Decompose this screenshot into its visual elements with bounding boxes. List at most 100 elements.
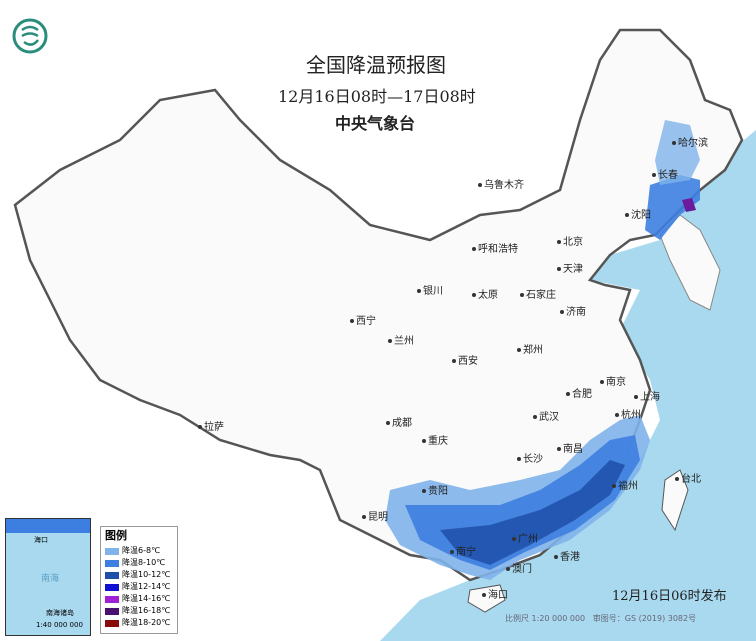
city-name: 重庆 [428,436,448,447]
city-label: 乌鲁木齐 [478,180,524,192]
city-dot-icon [625,213,629,217]
city-dot-icon [386,421,390,425]
city-name: 海口 [488,590,508,601]
city-name: 澳门 [512,564,532,575]
city-name: 上海 [640,392,660,403]
city-name: 台北 [681,474,701,485]
city-name: 济南 [566,307,586,318]
city-name: 广州 [518,534,538,545]
legend-item: 降温6-8℃ [105,545,173,557]
cma-logo [12,18,48,54]
city-name: 合肥 [572,389,592,400]
city-label: 石家庄 [520,290,556,302]
city-name: 长春 [658,170,678,181]
cooling-band-ne [645,175,700,240]
city-label: 银川 [417,286,443,298]
issuer: 中央气象台 [335,114,416,133]
city-dot-icon [388,339,392,343]
legend-item: 降温18-20℃ [105,617,173,629]
city-dot-icon [652,173,656,177]
city-label: 海口 [482,590,508,602]
city-label: 沈阳 [625,210,651,222]
city-name: 长沙 [523,454,543,465]
city-label: 天津 [557,264,583,276]
cooling-band-14-16 [682,198,696,212]
city-dot-icon [612,484,616,488]
legend-item: 降温14-16℃ [105,593,173,605]
legend-label: 降温18-20℃ [122,618,171,627]
city-dot-icon [472,293,476,297]
city-label: 贵阳 [422,486,448,498]
city-label: 兰州 [388,336,414,348]
city-dot-icon [554,555,558,559]
city-dot-icon [600,380,604,384]
city-label: 长春 [652,170,678,182]
city-label: 济南 [560,307,586,319]
city-dot-icon [672,141,676,145]
city-dot-icon [520,293,524,297]
cooling-band-ne-light [655,120,700,185]
legend-swatch [105,547,119,555]
city-name: 南宁 [456,547,476,558]
city-name: 昆明 [368,512,388,523]
city-name: 西宁 [356,316,376,327]
city-dot-icon [350,319,354,323]
legend-label: 降温14-16℃ [122,594,171,603]
city-name: 天津 [563,264,583,275]
sea [380,130,756,641]
city-dot-icon [472,247,476,251]
city-dot-icon [557,240,561,244]
legend-label: 降温10-12℃ [122,570,171,579]
legend-item: 降温12-14℃ [105,581,173,593]
city-label: 拉萨 [198,422,224,434]
city-label: 福州 [612,481,638,493]
city-label: 呼和浩特 [472,244,518,256]
inset-haikou: 海口 [34,536,48,544]
city-name: 西安 [458,356,478,367]
city-name: 杭州 [621,410,641,421]
city-name: 呼和浩特 [478,244,518,255]
city-dot-icon [517,348,521,352]
city-name: 成都 [392,418,412,429]
legend-swatch [105,571,119,579]
city-label: 南宁 [450,547,476,559]
city-name: 银川 [423,286,443,297]
city-label: 合肥 [566,389,592,401]
city-name: 太原 [478,290,498,301]
china-outline [13,28,744,582]
city-name: 南京 [606,377,626,388]
inset-islands: 南海诸岛 [46,609,74,617]
cooling-band-10-12 [440,460,625,565]
city-dot-icon [422,439,426,443]
city-name: 沈阳 [631,210,651,221]
korea [659,214,721,311]
city-label: 杭州 [615,410,641,422]
city-dot-icon [478,183,482,187]
city-dot-icon [452,359,456,363]
city-label: 长沙 [517,454,543,466]
city-name: 拉萨 [204,422,224,433]
map-title: 全国降温预报图 [306,53,446,77]
city-label: 上海 [634,392,660,404]
city-dot-icon [198,425,202,429]
south-china-sea-inset: 海口 南海 南海诸岛 1:40 000 000 [5,518,91,636]
city-label: 南昌 [557,444,583,456]
city-dot-icon [675,477,679,481]
legend-item: 降温8-10℃ [105,557,173,569]
legend-label: 降温16-18℃ [122,606,171,615]
city-name: 贵阳 [428,486,448,497]
city-name: 郑州 [523,345,543,356]
city-label: 台北 [675,474,701,486]
city-dot-icon [517,457,521,461]
city-name: 兰州 [394,336,414,347]
city-label: 太原 [472,290,498,302]
city-dot-icon [417,289,421,293]
city-label: 西宁 [350,316,376,328]
city-name: 哈尔滨 [678,138,708,149]
hainan [467,584,506,613]
city-dot-icon [557,447,561,451]
legend-swatch [105,559,119,567]
city-dot-icon [615,413,619,417]
city-label: 昆明 [362,512,388,524]
legend-swatch [105,619,119,627]
